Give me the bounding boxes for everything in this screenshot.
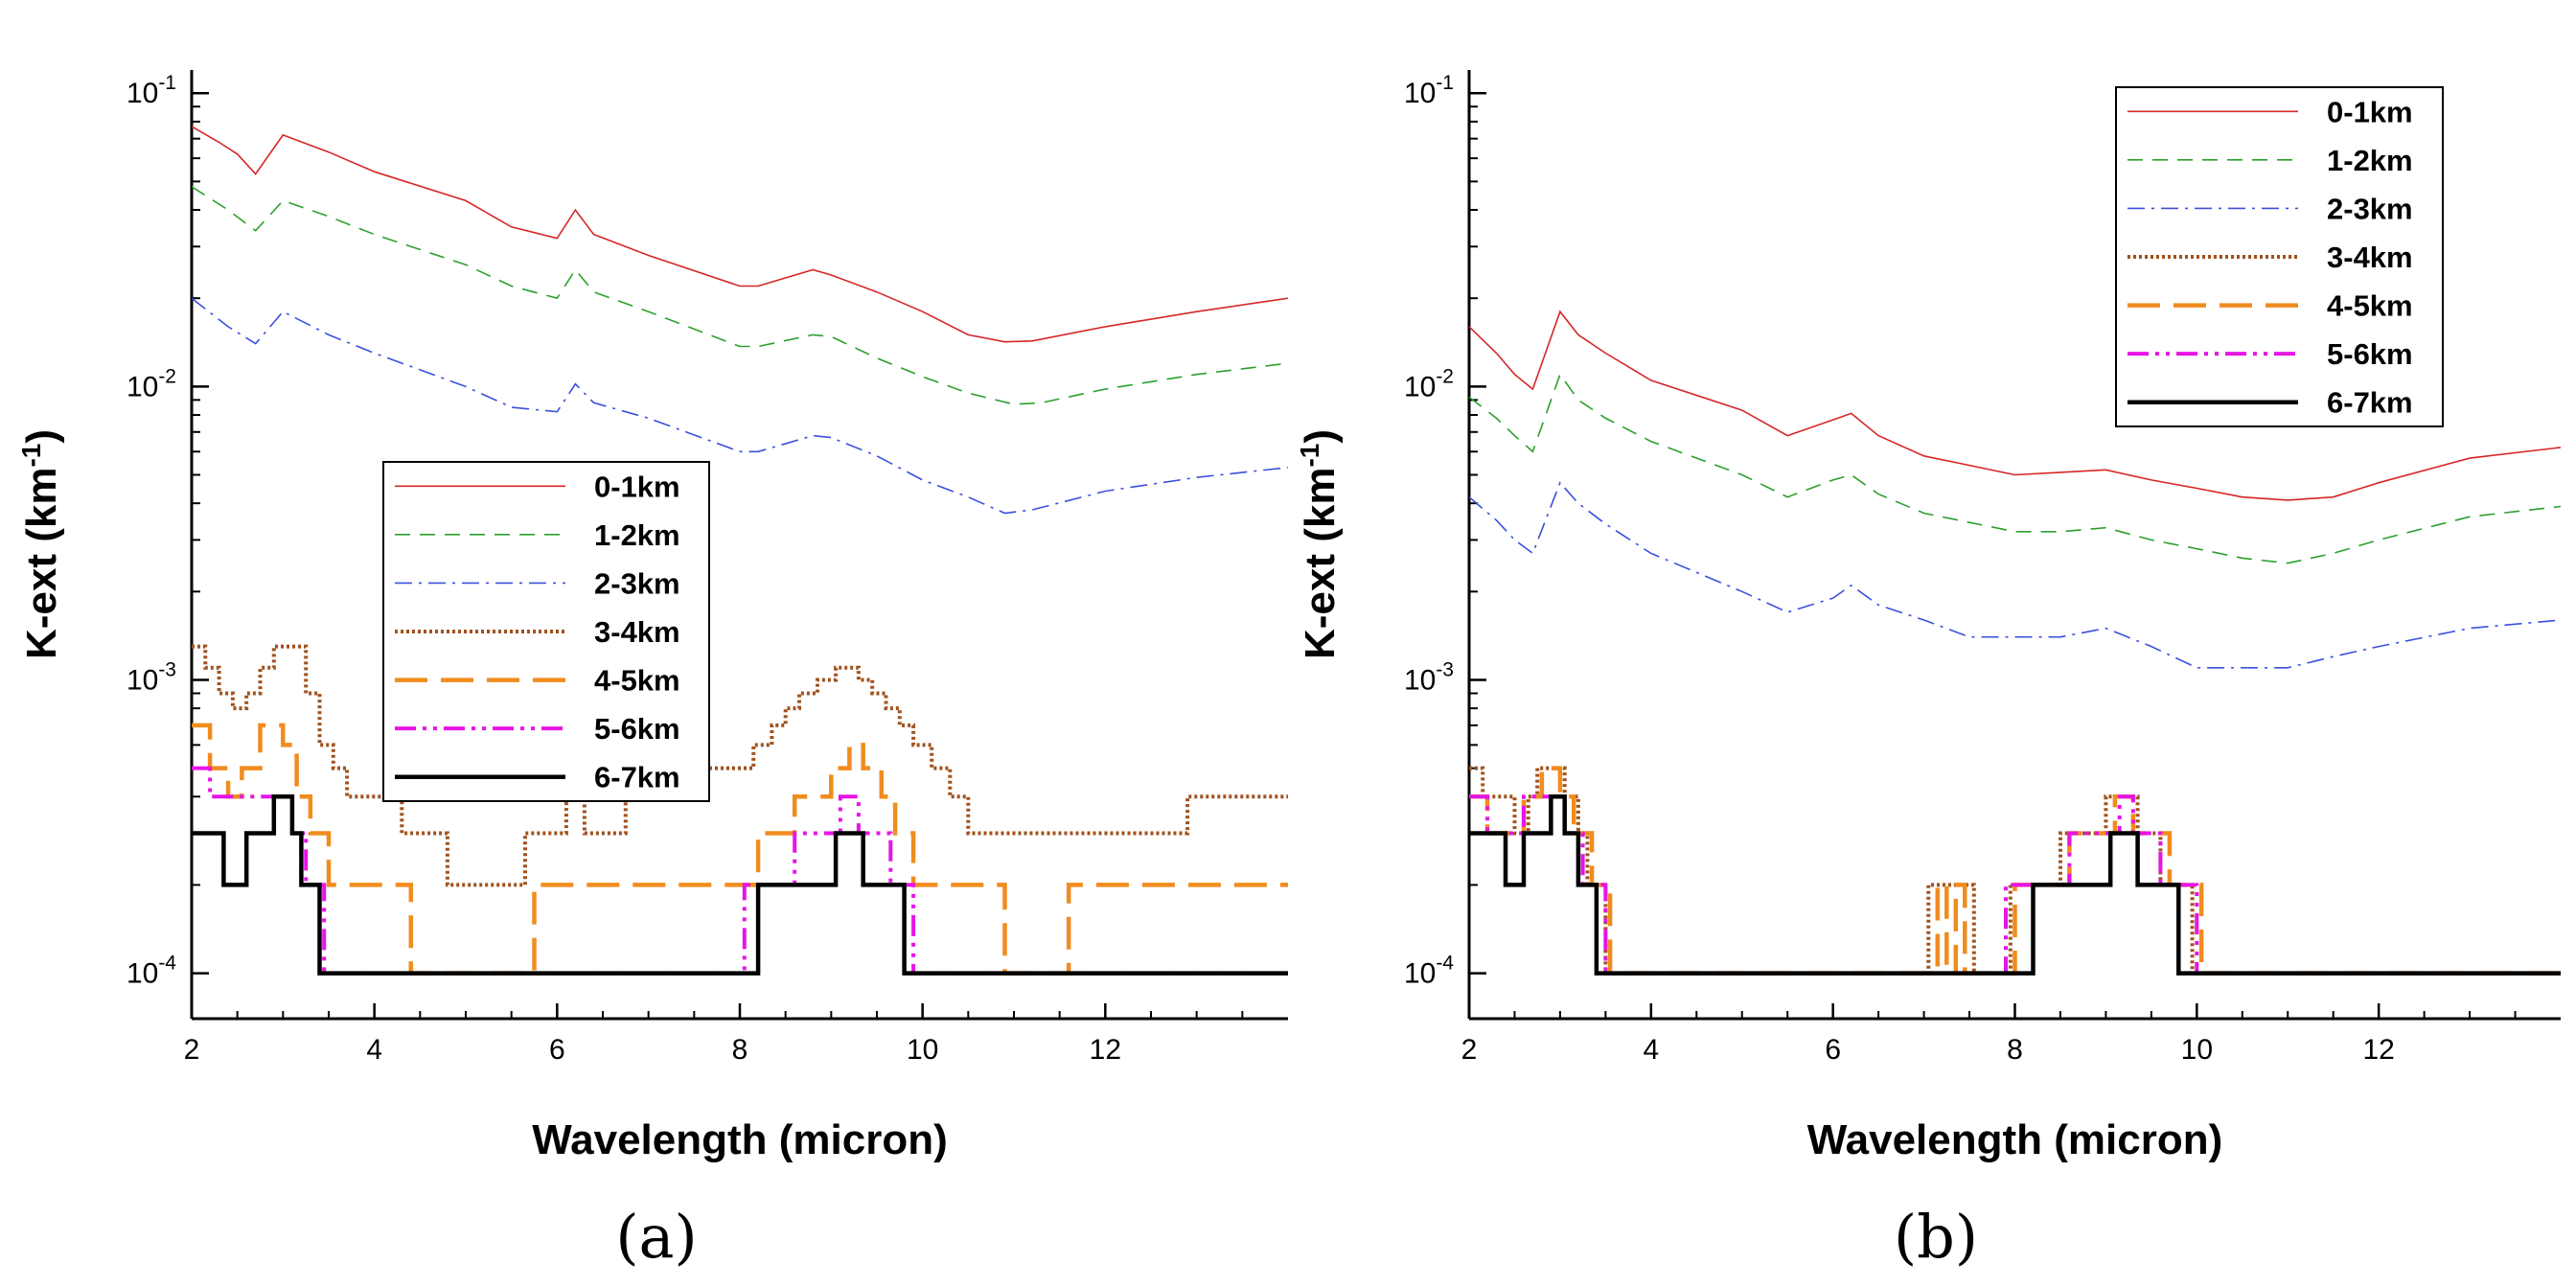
legend-label-6-7km: 6-7km [2327, 386, 2413, 420]
x-tick-label: 8 [2007, 1034, 2023, 1066]
y-axis-title: K-ext (km-1) [1295, 429, 1344, 659]
series-line-1-2km [192, 186, 1288, 405]
y-tick-label: 10-2 [1404, 365, 1454, 402]
x-tick-label: 2 [1461, 1034, 1478, 1066]
panel-caption: (b) [1894, 1202, 1978, 1272]
series-line-2-3km [1469, 481, 2561, 669]
series-line-3-4km [1469, 766, 2561, 976]
x-axis-title: Wavelength (micron) [1807, 1116, 2223, 1163]
series-line-4-5km [1469, 766, 2561, 976]
x-tick-label: 4 [366, 1034, 382, 1066]
x-tick-label: 6 [1825, 1034, 1841, 1066]
y-tick-label: 10-3 [126, 658, 176, 696]
legend-label-4-5km: 4-5km [594, 664, 680, 698]
legend-label-1-2km: 1-2km [594, 518, 680, 552]
y-tick-label: 10-4 [1404, 953, 1454, 990]
x-tick-label: 6 [549, 1034, 565, 1066]
series-line-0-1km [1469, 310, 2561, 501]
legend-label-0-1km: 0-1km [594, 470, 680, 503]
series-line-1-2km [1469, 372, 2561, 564]
panel-caption: (a) [615, 1202, 697, 1272]
x-tick-label: 12 [1090, 1034, 1121, 1066]
legend-label-2-3km: 2-3km [594, 566, 680, 600]
panel-b-chart: 2 4 6 8 10 12 10-1 10-2 10-3 10-4 Wavelength (micr… [1295, 70, 2561, 1272]
x-tick-label: 2 [184, 1034, 200, 1066]
legend-label-0-1km: 0-1km [2327, 95, 2413, 128]
y-tick-label: 10-2 [126, 365, 176, 402]
x-tick-label: 10 [907, 1034, 938, 1066]
y-tick-label: 10-4 [126, 953, 176, 990]
y-tick-label: 10-3 [1404, 658, 1454, 696]
series-line-6-7km [1469, 794, 2561, 976]
series-line-4-5km [192, 723, 1288, 976]
series-line-2-3km [192, 297, 1288, 515]
y-tick-label: 10-1 [126, 72, 176, 109]
series-line-6-7km [192, 794, 1288, 976]
legend-label-3-4km: 3-4km [594, 615, 680, 649]
legend-label-1-2km: 1-2km [2327, 144, 2413, 177]
x-tick-label: 12 [2362, 1034, 2394, 1066]
series-line-5-6km [192, 766, 1288, 976]
legend-label-5-6km: 5-6km [2327, 337, 2413, 371]
series-line-5-6km [1469, 794, 2561, 976]
y-tick-label: 10-1 [1404, 72, 1454, 109]
series-line-3-4km [192, 644, 1288, 887]
x-tick-label: 4 [1643, 1034, 1659, 1066]
y-axis-title: K-ext (km-1) [16, 429, 65, 659]
x-tick-label: 8 [732, 1034, 748, 1066]
panel-a-chart: 2 4 6 8 10 12 10-1 10-2 10-3 10-4 Wavelength (micr… [16, 70, 1288, 1272]
legend-label-4-5km: 4-5km [2327, 289, 2413, 323]
legend-label-6-7km: 6-7km [594, 761, 680, 794]
x-tick-label: 10 [2181, 1034, 2213, 1066]
x-axis-title: Wavelength (micron) [532, 1116, 948, 1163]
legend-label-3-4km: 3-4km [2327, 241, 2413, 274]
legend-label-5-6km: 5-6km [594, 712, 680, 746]
series-line-0-1km [192, 126, 1288, 343]
legend-label-2-3km: 2-3km [2327, 192, 2413, 225]
